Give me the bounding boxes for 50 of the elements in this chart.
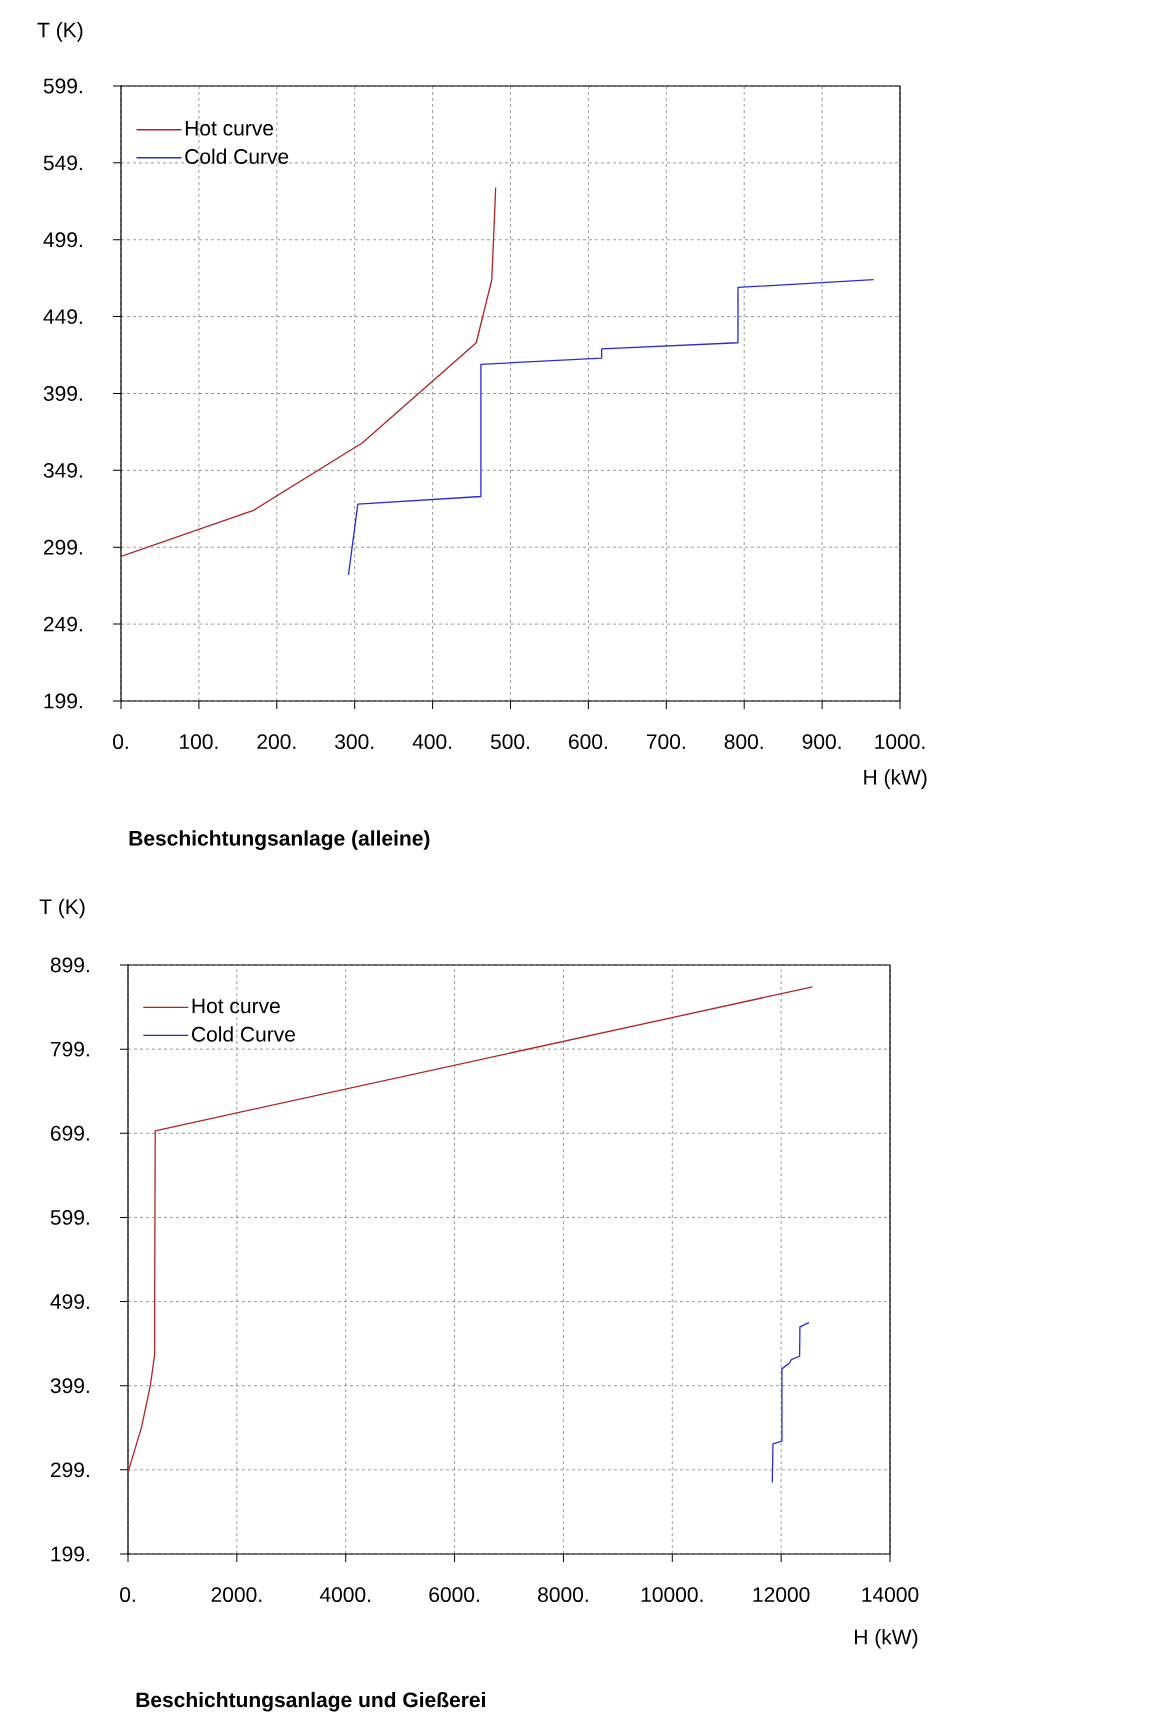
- x-tick-label: 900.: [802, 734, 841, 750]
- x-tick-label: 4000.: [319, 1587, 371, 1603]
- text: Beschichtungsanlage und Gießerei: [136, 1691, 485, 1712]
- x-tick-label: 0.: [113, 734, 128, 750]
- x-tick-label: 10000.: [641, 1587, 703, 1603]
- x-tick-label: 300.: [335, 734, 374, 750]
- y-tick-label: 599.: [50, 1209, 89, 1225]
- y-axis-title: T (K): [39, 898, 85, 919]
- x-tick-label: 2000.: [211, 1587, 262, 1603]
- y-tick-label: 549.: [43, 155, 82, 171]
- x-tick-label: 700.: [646, 734, 685, 750]
- y-tick-label: 299.: [43, 539, 82, 555]
- y-tick-label: 699.: [50, 1125, 89, 1141]
- x-tick-label: 14000: [862, 1587, 919, 1603]
- x-tick-label: 8000.: [538, 1587, 588, 1603]
- x-axis-title: H (kW): [864, 769, 927, 789]
- x-tick-label: 600.: [569, 734, 607, 750]
- y-tick-label: 249.: [43, 616, 82, 632]
- legend-label: Hot curve: [192, 998, 280, 1014]
- x-tick-label: 800.: [724, 734, 763, 750]
- y-tick-label: 499.: [50, 1294, 89, 1309]
- x-tick-label: 200.: [257, 734, 296, 750]
- y-tick-label: 299.: [50, 1462, 89, 1478]
- line-series: [347, 279, 875, 576]
- legend-label: Cold Curve: [185, 148, 289, 164]
- y-tick-label: 399.: [50, 1378, 89, 1394]
- text: Beschichtungsanlage (alleine): [129, 830, 430, 850]
- y-axis-title: T (K): [37, 22, 83, 42]
- x-tick-label: 0.: [120, 1587, 135, 1603]
- legend-label: Hot curve: [185, 120, 274, 136]
- line-series: [121, 186, 497, 558]
- x-tick-label: 6000.: [429, 1587, 479, 1603]
- x-tick-label: 500.: [490, 734, 530, 750]
- line-series: [128, 986, 814, 1474]
- x-tick-label: 100.: [180, 734, 218, 750]
- y-tick-label: 449.: [43, 309, 82, 325]
- x-axis-title: H (kW): [855, 1629, 918, 1649]
- y-tick-label: 199.: [51, 1546, 89, 1562]
- y-tick-label: 499.: [43, 232, 82, 248]
- legend-label: Cold Curve: [191, 1026, 295, 1042]
- y-tick-label: 399.: [43, 386, 82, 401]
- line-series: [771, 1321, 810, 1484]
- y-tick-label: 599.: [43, 78, 82, 94]
- y-tick-label: 349.: [43, 462, 82, 478]
- y-tick-label: 899.: [50, 957, 89, 973]
- x-tick-label: 1000.: [875, 734, 925, 750]
- x-tick-label: 12000: [753, 1587, 810, 1603]
- y-tick-label: 799.: [51, 1041, 89, 1057]
- y-tick-label: 199.: [44, 693, 82, 709]
- x-tick-label: 400.: [412, 734, 452, 750]
